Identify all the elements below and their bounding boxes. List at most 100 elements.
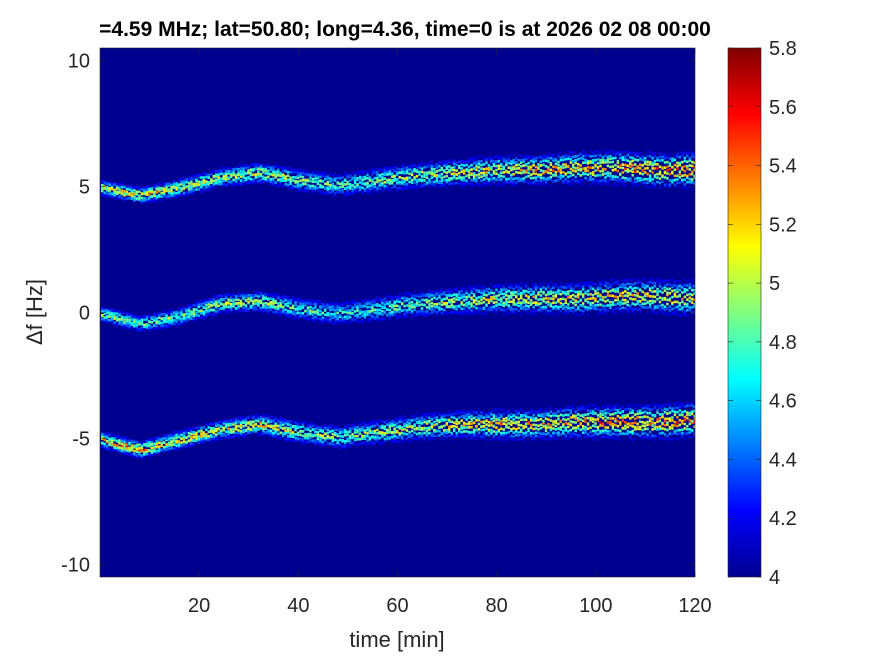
trace-cell-2	[264, 292, 267, 296]
trace-cell-3	[108, 447, 111, 451]
trace-cell-1	[611, 168, 615, 172]
trace-cell-1	[262, 180, 265, 183]
trace-cell-1	[584, 172, 587, 176]
trace-cell-2	[249, 298, 253, 302]
trace-cell-2	[391, 310, 394, 314]
trace-cell-1	[170, 194, 173, 197]
trace-cell-1	[413, 181, 416, 185]
trace-cell-1	[113, 183, 116, 186]
trace-cell-2	[544, 297, 548, 300]
trace-cell-2	[212, 295, 215, 298]
trace-cell-1	[282, 185, 285, 188]
trace-cell-1	[408, 176, 411, 180]
trace-cell-3	[190, 427, 193, 431]
trace-cell-1	[547, 176, 550, 180]
trace-cell-1	[646, 185, 649, 188]
trace-cell-1	[552, 157, 555, 161]
trace-cell-1	[220, 182, 223, 186]
trace-cell-1	[222, 179, 225, 183]
trace-cell-3	[415, 426, 419, 430]
trace-cell-2	[440, 311, 443, 315]
trace-cell-2	[418, 294, 421, 298]
trace-cell-3	[351, 433, 354, 436]
trace-cell-2	[351, 301, 354, 305]
trace-cell-1	[108, 189, 111, 193]
trace-cell-1	[477, 173, 481, 176]
trace-cell-3	[113, 445, 116, 449]
trace-cell-2	[693, 305, 695, 308]
trace-cell-2	[480, 291, 483, 295]
trace-cell-1	[614, 182, 617, 186]
trace-cell-2	[393, 313, 396, 316]
trace-cell-2	[502, 312, 505, 316]
trace-cell-2	[269, 301, 272, 304]
trace-cell-1	[351, 184, 354, 187]
trace-cell-2	[631, 302, 634, 305]
trace-cell-3	[227, 419, 230, 423]
trace-cell-2	[205, 314, 208, 317]
trace-cell-1	[383, 169, 386, 172]
trace-cell-1	[579, 164, 582, 167]
trace-cell-1	[658, 181, 662, 185]
trace-cell-2	[272, 310, 275, 314]
trace-cell-2	[145, 325, 148, 328]
trace-cell-3	[279, 416, 282, 420]
trace-cell-3	[155, 445, 158, 449]
trace-cell-2	[505, 282, 508, 285]
trace-cell-1	[344, 192, 347, 196]
trace-cell-1	[259, 181, 263, 184]
trace-cell-1	[215, 169, 218, 173]
trace-cell-1	[286, 186, 290, 190]
trace-cell-2	[492, 301, 496, 304]
trace-cell-3	[294, 421, 297, 425]
trace-cell-2	[244, 309, 248, 312]
trace-cell-2	[462, 310, 466, 314]
trace-cell-2	[661, 306, 664, 310]
trace-cell-2	[639, 300, 642, 303]
trace-cell-2	[373, 308, 377, 312]
trace-cell-1	[301, 175, 305, 179]
trace-cell-2	[539, 290, 543, 293]
trace-cell-1	[651, 156, 654, 160]
trace-cell-1	[589, 175, 592, 179]
trace-cell-3	[264, 431, 267, 434]
trace-cell-3	[403, 415, 406, 418]
trace-cell-1	[234, 180, 238, 183]
trace-cell-3	[301, 442, 305, 445]
trace-cell-1	[143, 196, 146, 200]
trace-cell-3	[353, 425, 357, 429]
trace-cell-1	[202, 172, 205, 175]
trace-cell-2	[405, 298, 409, 302]
trace-cell-2	[353, 318, 357, 322]
trace-cell-1	[106, 192, 109, 195]
trace-cell-1	[589, 166, 592, 169]
trace-cell-1	[636, 154, 639, 158]
trace-cell-1	[482, 182, 486, 185]
trace-cell-3	[405, 425, 409, 429]
trace-cell-2	[604, 295, 607, 299]
trace-cell-3	[351, 427, 354, 430]
trace-cell-1	[534, 168, 538, 172]
trace-cell-2	[229, 308, 233, 311]
trace-cell-2	[477, 302, 481, 305]
trace-cell-3	[192, 443, 196, 446]
trace-cell-2	[656, 293, 659, 297]
trace-cell-2	[353, 310, 357, 313]
trace-cell-2	[180, 309, 183, 312]
trace-cell-3	[348, 427, 352, 430]
trace-cell-1	[269, 168, 272, 171]
trace-cell-2	[458, 311, 461, 314]
trace-cell-3	[391, 439, 394, 443]
trace-cell-1	[465, 174, 468, 178]
trace-cell-1	[629, 156, 632, 159]
trace-cell-1	[450, 176, 453, 180]
trace-cell-1	[683, 165, 686, 168]
trace-cell-2	[470, 309, 473, 312]
trace-cell-2	[108, 307, 111, 311]
trace-cell-2	[329, 302, 332, 305]
trace-cell-2	[229, 293, 233, 296]
trace-cell-3	[321, 429, 324, 432]
trace-cell-1	[443, 164, 446, 167]
trace-cell-3	[128, 446, 131, 450]
trace-cell-1	[681, 180, 684, 183]
